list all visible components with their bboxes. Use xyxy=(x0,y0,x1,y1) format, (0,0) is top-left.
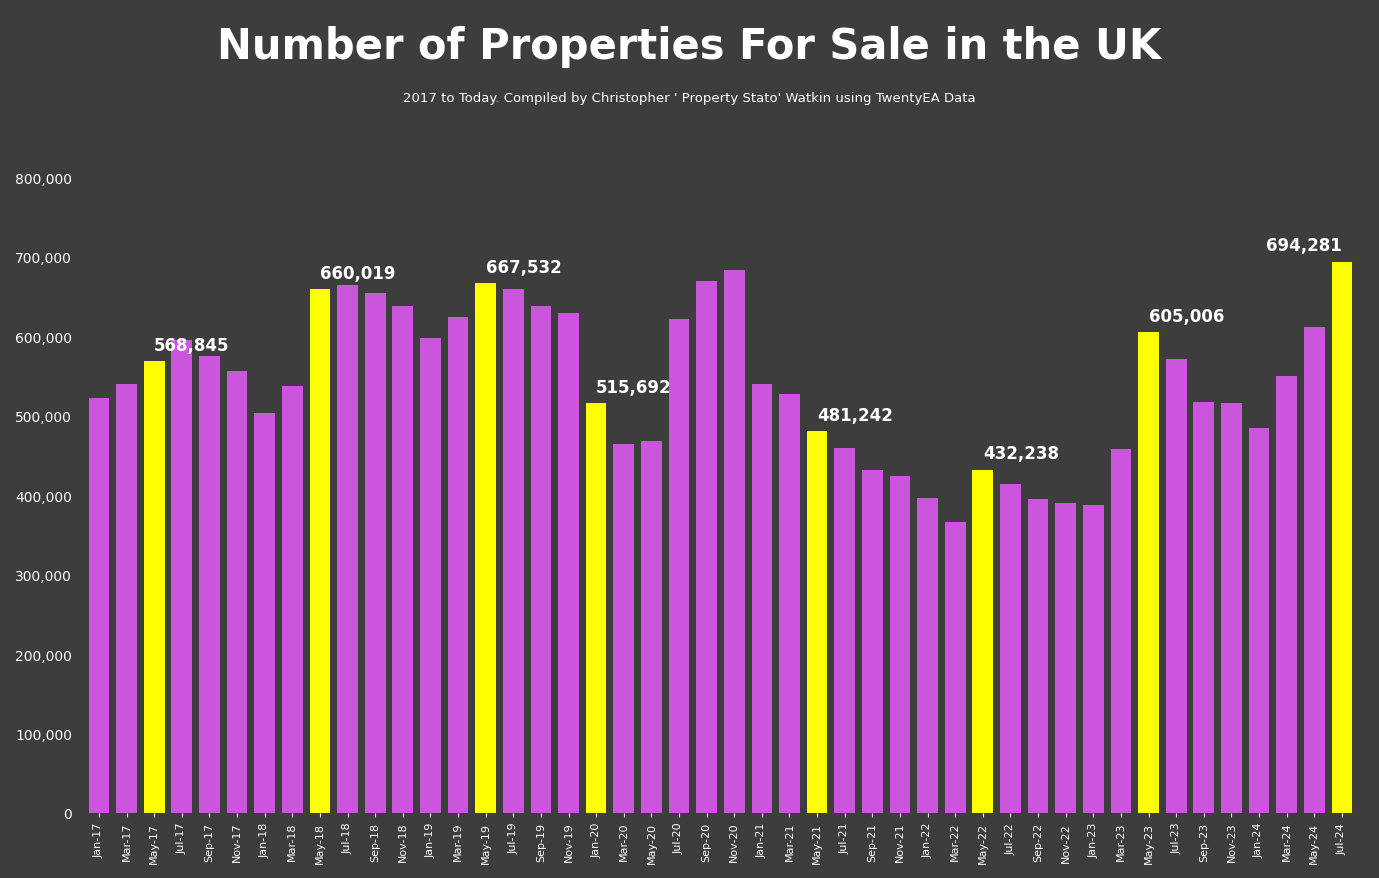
Bar xyxy=(421,339,441,813)
Bar xyxy=(88,399,109,813)
Bar xyxy=(1193,402,1214,813)
Bar xyxy=(586,404,607,813)
Text: Number of Properties For Sale in the UK: Number of Properties For Sale in the UK xyxy=(218,26,1161,68)
Bar xyxy=(531,307,552,813)
Bar xyxy=(1277,377,1298,813)
Text: 515,692: 515,692 xyxy=(596,378,672,397)
Text: 694,281: 694,281 xyxy=(1266,237,1342,255)
Bar xyxy=(199,356,219,813)
Bar xyxy=(143,362,164,813)
Bar xyxy=(972,470,993,813)
Bar xyxy=(171,341,192,813)
Bar xyxy=(917,499,938,813)
Bar xyxy=(834,448,855,813)
Bar xyxy=(1027,500,1048,813)
Bar xyxy=(338,285,359,813)
Bar xyxy=(1138,333,1158,813)
Bar xyxy=(503,290,524,813)
Bar xyxy=(281,387,302,813)
Text: 568,845: 568,845 xyxy=(154,336,230,355)
Text: 667,532: 667,532 xyxy=(485,258,561,277)
Bar xyxy=(945,522,965,813)
Bar xyxy=(309,290,331,813)
Bar xyxy=(614,445,634,813)
Bar xyxy=(889,477,910,813)
Bar xyxy=(1110,450,1131,813)
Text: 481,242: 481,242 xyxy=(818,407,894,424)
Bar xyxy=(862,471,883,813)
Bar xyxy=(669,320,690,813)
Bar xyxy=(1305,327,1325,813)
Bar xyxy=(1055,504,1076,813)
Bar xyxy=(1083,505,1103,813)
Text: 605,006: 605,006 xyxy=(1149,308,1225,326)
Bar xyxy=(476,284,496,813)
Bar xyxy=(448,318,469,813)
Bar xyxy=(1248,428,1270,813)
Bar xyxy=(1332,263,1353,813)
Bar xyxy=(696,282,717,813)
Text: 660,019: 660,019 xyxy=(320,264,396,282)
Bar xyxy=(393,307,414,813)
Bar xyxy=(1165,359,1186,813)
Bar xyxy=(254,414,274,813)
Bar xyxy=(558,313,579,813)
Bar xyxy=(807,431,827,813)
Bar xyxy=(116,385,137,813)
Bar xyxy=(724,271,745,813)
Bar xyxy=(1000,485,1020,813)
Bar xyxy=(752,385,772,813)
Text: 2017 to Today. Compiled by Christopher ' Property Stato' Watkin using TwentyEA D: 2017 to Today. Compiled by Christopher '… xyxy=(403,92,976,105)
Bar xyxy=(226,371,247,813)
Text: 432,238: 432,238 xyxy=(983,445,1059,463)
Bar xyxy=(1220,404,1241,813)
Bar xyxy=(779,395,800,813)
Bar xyxy=(365,293,386,813)
Bar xyxy=(641,442,662,813)
